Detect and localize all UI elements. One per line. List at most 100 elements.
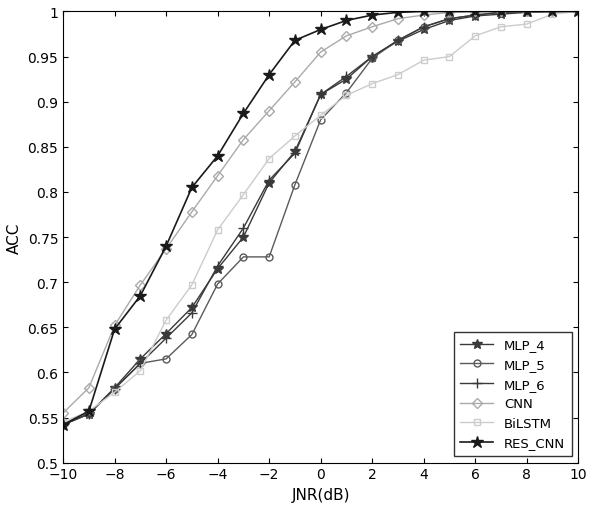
MLP_6 xyxy=(266,178,273,184)
MLP_5 xyxy=(86,411,93,417)
CNN xyxy=(317,50,324,56)
MLP_5 xyxy=(240,254,247,261)
MLP_4 xyxy=(137,356,144,362)
BiLSTM xyxy=(291,134,298,140)
CNN xyxy=(240,137,247,144)
RES_CNN xyxy=(86,408,93,414)
CNN xyxy=(420,13,427,19)
MLP_5 xyxy=(343,91,350,97)
RES_CNN xyxy=(472,9,479,15)
CNN xyxy=(343,34,350,40)
MLP_6 xyxy=(214,263,221,269)
CNN xyxy=(111,323,118,329)
MLP_5 xyxy=(137,360,144,366)
Line: CNN: CNN xyxy=(59,9,582,417)
RES_CNN xyxy=(137,293,144,299)
MLP_6 xyxy=(343,74,350,80)
MLP_4 xyxy=(497,12,504,18)
CNN xyxy=(497,9,504,15)
MLP_4 xyxy=(523,10,530,16)
MLP_6 xyxy=(111,386,118,392)
RES_CNN xyxy=(317,27,324,34)
CNN xyxy=(137,282,144,289)
BiLSTM xyxy=(420,58,427,64)
MLP_5 xyxy=(420,24,427,31)
RES_CNN xyxy=(549,9,556,15)
CNN xyxy=(214,173,221,179)
MLP_4 xyxy=(574,9,582,15)
CNN xyxy=(369,24,376,31)
BiLSTM xyxy=(137,368,144,374)
Line: RES_CNN: RES_CNN xyxy=(57,6,584,431)
BiLSTM xyxy=(111,389,118,395)
MLP_5 xyxy=(317,118,324,124)
Line: MLP_5: MLP_5 xyxy=(59,9,582,429)
MLP_6 xyxy=(472,13,479,19)
MLP_6 xyxy=(446,17,453,23)
RES_CNN xyxy=(369,13,376,19)
MLP_6 xyxy=(497,10,504,16)
MLP_4 xyxy=(214,266,221,272)
RES_CNN xyxy=(523,9,530,15)
MLP_5 xyxy=(291,182,298,188)
RES_CNN xyxy=(291,38,298,44)
MLP_4 xyxy=(394,39,402,45)
CNN xyxy=(446,10,453,16)
Line: BiLSTM: BiLSTM xyxy=(59,9,582,426)
MLP_4 xyxy=(420,27,427,34)
CNN xyxy=(266,108,273,115)
BiLSTM xyxy=(549,12,556,18)
BiLSTM xyxy=(266,156,273,162)
X-axis label: JNR(dB): JNR(dB) xyxy=(292,487,350,502)
BiLSTM xyxy=(214,228,221,234)
MLP_6 xyxy=(188,310,195,316)
MLP_4 xyxy=(59,422,67,428)
MLP_4 xyxy=(369,54,376,61)
RES_CNN xyxy=(266,72,273,78)
MLP_5 xyxy=(369,56,376,62)
MLP_4 xyxy=(549,9,556,15)
BiLSTM xyxy=(317,113,324,119)
MLP_4 xyxy=(291,149,298,155)
MLP_6 xyxy=(86,411,93,417)
MLP_5 xyxy=(163,356,170,362)
CNN xyxy=(291,79,298,86)
CNN xyxy=(523,9,530,15)
MLP_4 xyxy=(86,411,93,417)
BiLSTM xyxy=(163,318,170,324)
MLP_6 xyxy=(137,360,144,366)
BiLSTM xyxy=(446,54,453,61)
RES_CNN xyxy=(214,154,221,160)
MLP_4 xyxy=(163,331,170,337)
CNN xyxy=(163,246,170,252)
MLP_4 xyxy=(240,235,247,241)
RES_CNN xyxy=(188,185,195,191)
RES_CNN xyxy=(420,9,427,15)
BiLSTM xyxy=(369,81,376,88)
MLP_5 xyxy=(266,254,273,261)
RES_CNN xyxy=(240,111,247,117)
CNN xyxy=(188,209,195,215)
MLP_6 xyxy=(369,54,376,61)
MLP_5 xyxy=(472,13,479,19)
CNN xyxy=(574,9,582,15)
BiLSTM xyxy=(343,93,350,99)
BiLSTM xyxy=(394,72,402,78)
MLP_4 xyxy=(266,181,273,187)
MLP_4 xyxy=(343,77,350,83)
RES_CNN xyxy=(446,9,453,15)
RES_CNN xyxy=(59,422,67,428)
Legend: MLP_4, MLP_5, MLP_6, CNN, BiLSTM, RES_CNN: MLP_4, MLP_5, MLP_6, CNN, BiLSTM, RES_CN… xyxy=(454,332,571,456)
MLP_6 xyxy=(420,24,427,31)
MLP_6 xyxy=(291,151,298,157)
MLP_5 xyxy=(59,422,67,428)
BiLSTM xyxy=(188,282,195,289)
BiLSTM xyxy=(574,9,582,15)
RES_CNN xyxy=(111,326,118,332)
RES_CNN xyxy=(574,9,582,15)
MLP_5 xyxy=(214,281,221,288)
MLP_5 xyxy=(574,9,582,15)
Line: MLP_4: MLP_4 xyxy=(58,8,583,430)
BiLSTM xyxy=(497,24,504,31)
BiLSTM xyxy=(59,419,67,425)
